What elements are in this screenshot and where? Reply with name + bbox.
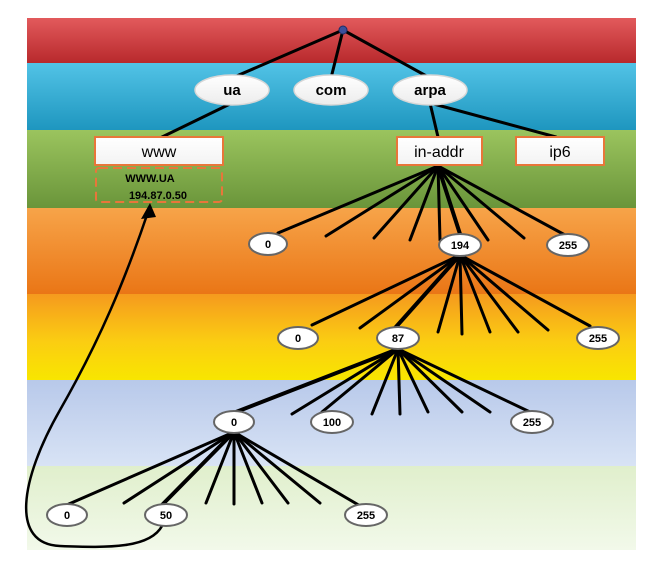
tld-node-ua[interactable]	[194, 74, 270, 106]
l4-node-first[interactable]	[277, 326, 319, 350]
root-node-dot	[338, 25, 348, 35]
record-box	[95, 167, 223, 203]
resolution-arrow	[25, 211, 164, 549]
fan-87	[234, 347, 532, 416]
level3-nodes: 0 194 255	[248, 232, 590, 257]
band-level4	[27, 294, 636, 380]
l3-label-first: 0	[265, 239, 271, 251]
record-name: WWW.UA	[125, 173, 175, 185]
l4-label-selected: 87	[392, 333, 404, 345]
fan-level5-zero	[60, 430, 364, 509]
l6-label-last: 255	[357, 510, 375, 522]
l4-node-selected[interactable]	[376, 326, 420, 350]
l3-node-last[interactable]	[546, 233, 590, 257]
l3-node-selected[interactable]	[438, 233, 482, 257]
tree-edges	[60, 28, 592, 509]
band-level6	[27, 466, 636, 550]
tld-label-arpa: arpa	[414, 82, 446, 99]
sld-label-in-addr: in-addr	[414, 144, 464, 161]
l6-label-first: 0	[64, 510, 70, 522]
l5-label-middle: 100	[323, 417, 341, 429]
level6-nodes: 0 50 255	[46, 503, 388, 527]
level5-nodes: 0 100 255	[213, 410, 554, 434]
sld-node-ip6[interactable]	[515, 136, 605, 166]
level4-nodes: 0 87 255	[277, 326, 620, 350]
tld-nodes: ua com arpa	[194, 74, 468, 106]
l6-label-selected: 50	[160, 510, 172, 522]
sld-node-in-addr[interactable]	[396, 136, 483, 166]
l5-label-last: 255	[523, 417, 541, 429]
l3-node-first[interactable]	[248, 232, 288, 256]
l5-label-selected: 0	[231, 417, 237, 429]
sld-nodes: www in-addr ip6	[94, 136, 605, 166]
band-level3	[27, 208, 636, 294]
l5-node-last[interactable]	[510, 410, 554, 434]
sld-node-www[interactable]	[94, 136, 224, 166]
fan-in-addr	[276, 164, 567, 242]
tld-label-ua: ua	[223, 82, 241, 99]
l5-node-middle[interactable]	[310, 410, 354, 434]
l3-label-last: 255	[559, 240, 577, 252]
tld-node-arpa[interactable]	[392, 74, 468, 106]
tld-node-com[interactable]	[293, 74, 369, 106]
l4-node-last[interactable]	[576, 326, 620, 350]
record-address: 194.87.0.50	[129, 190, 187, 202]
sld-label-ip6: ip6	[549, 144, 570, 161]
l5-node-selected[interactable]	[213, 410, 255, 434]
band-root	[27, 18, 636, 63]
sld-label-www: www	[141, 144, 177, 161]
l3-label-selected: 194	[451, 240, 470, 252]
fan-194	[310, 253, 592, 336]
l6-node-selected[interactable]	[144, 503, 188, 527]
tld-label-com: com	[316, 82, 347, 99]
arrow-head	[141, 203, 156, 219]
l4-label-first: 0	[295, 333, 301, 345]
l6-node-last[interactable]	[344, 503, 388, 527]
l6-node-first[interactable]	[46, 503, 88, 527]
l4-label-last: 255	[589, 333, 607, 345]
